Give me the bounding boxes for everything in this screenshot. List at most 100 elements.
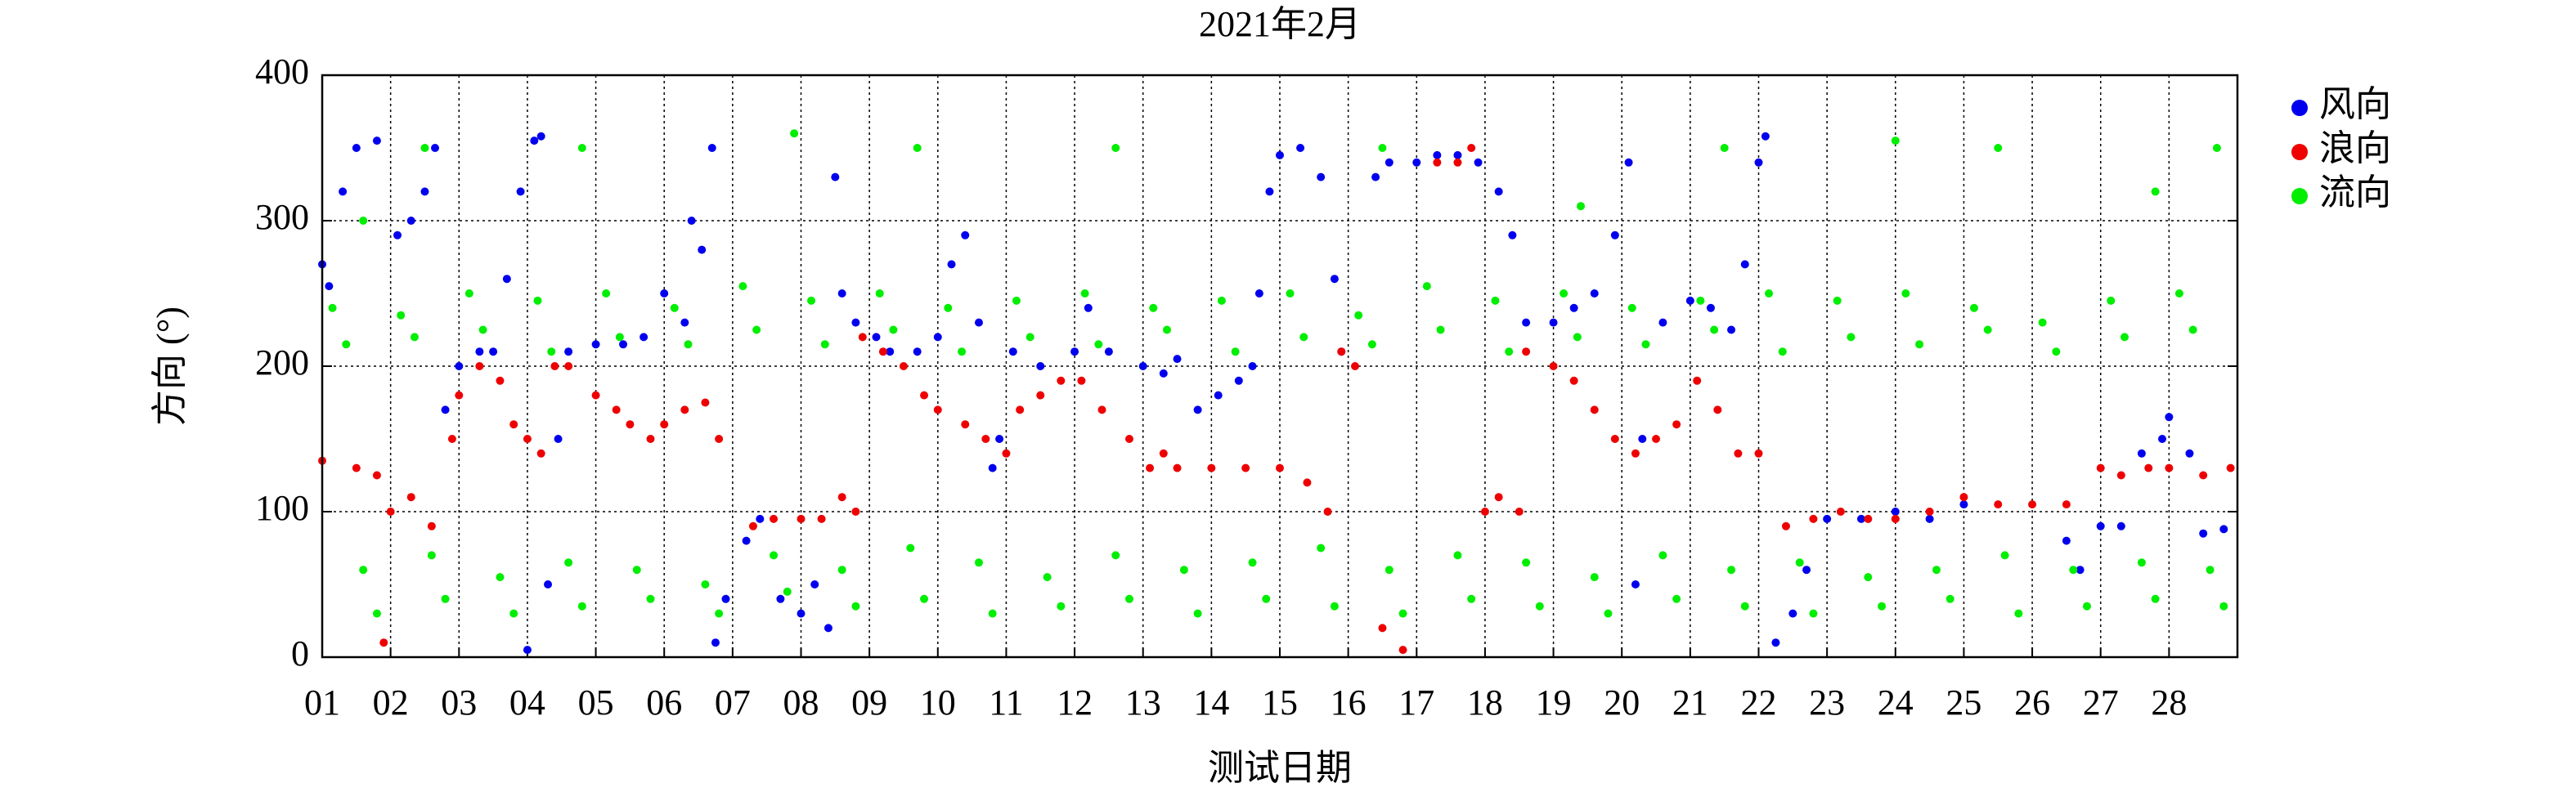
scatter-point [1727,566,1736,575]
x-tick-label: 28 [2151,682,2187,723]
scatter-point [715,609,724,618]
scatter-point [2219,525,2228,534]
scatter-point [961,230,970,239]
scatter-point [1710,325,1719,334]
scatter-point [1734,449,1743,458]
scatter-point [715,435,724,443]
scatter-point [851,602,860,611]
scatter-point [2076,566,2085,575]
x-tick-label: 19 [1536,682,1572,723]
scatter-point [427,521,436,530]
scatter-point [1317,544,1326,553]
scatter-point [988,609,997,618]
scatter-point [920,391,929,400]
scatter-point [2096,463,2105,472]
scatter-point [1569,376,1578,385]
scatter-point [947,260,956,269]
scatter-point [1317,172,1326,181]
scatter-point [1833,296,1842,305]
scatter-point [1286,289,1295,298]
scatter-point [2096,521,2105,530]
scatter-point [447,435,456,443]
scatter-point [406,493,415,502]
scatter-point [1522,558,1531,567]
scatter-point [1560,289,1568,298]
scatter-point [1276,463,1284,472]
scatter-point [1231,347,1240,356]
scatter-point [2212,144,2221,152]
scatter-point [1693,376,1702,385]
scatter-point [858,333,867,342]
scatter-point [1969,303,1978,312]
x-tick-label: 24 [1878,682,1914,723]
scatter-point [550,362,559,370]
scatter-point [1111,551,1120,560]
scatter-point [397,311,406,320]
scatter-point [1467,594,1476,603]
scatter-point [1515,508,1524,516]
scatter-point [1002,449,1011,458]
scatter-point [544,580,553,588]
scatter-point [1864,514,1873,523]
scatter-point [1802,566,1811,575]
scatter-point [1549,318,1558,327]
x-axis-label: 测试日期 [1208,748,1352,788]
scatter-point [441,594,450,603]
scatter-point [489,347,498,356]
x-tick-label: 23 [1809,682,1845,723]
scatter-point [1720,144,1729,152]
scatter-point [680,405,689,414]
scatter-point [615,333,624,342]
scatter-point [455,362,464,370]
scatter-point [1740,260,1749,269]
scatter-point [328,303,337,312]
scatter-point [2219,602,2228,611]
scatter-point [701,580,710,588]
scatter-point [1480,508,1489,516]
scatter-point [1590,289,1599,298]
scatter-point [1823,514,1832,523]
scatter-point [2151,594,2160,603]
x-tick-label: 27 [2083,682,2119,723]
scatter-point [1959,500,1968,509]
scatter-point [509,420,518,429]
x-tick-label: 12 [1057,682,1093,723]
scatter-point [1638,435,1647,443]
scatter-point [1891,514,1900,523]
y-tick-label: 200 [255,342,309,383]
scatter-point [1367,340,1376,349]
scatter-point [783,587,792,596]
scatter-point [944,303,953,312]
scatter-point [721,594,730,603]
scatter-point [1847,333,1856,342]
scatter-point [626,420,635,429]
scatter-point [752,325,761,334]
scatter-point [2226,463,2235,472]
scatter-point [1234,376,1243,385]
scatter-point [1627,303,1636,312]
scatter-point [1036,362,1045,370]
scatter-point [1149,303,1158,312]
scatter-point [837,566,846,575]
x-tick-label: 06 [646,682,682,723]
scatter-point [475,362,484,370]
scatter-point [2000,551,2009,560]
legend-marker [2291,188,2308,204]
scatter-point [837,289,846,298]
scatter-point [1351,362,1360,370]
scatter-point [619,340,628,349]
scatter-point [1781,521,1790,530]
legend-label: 流向 [2319,172,2391,213]
scatter-point [797,609,806,618]
scatter-point [1299,333,1308,342]
x-tick-label: 21 [1672,682,1708,723]
scatter-point [770,514,779,523]
scatter-point [1179,566,1188,575]
scatter-point [646,435,655,443]
scatter-point [1276,150,1284,159]
scatter-point [920,594,929,603]
scatter-point [1590,573,1599,582]
scatter-point [1631,580,1640,588]
